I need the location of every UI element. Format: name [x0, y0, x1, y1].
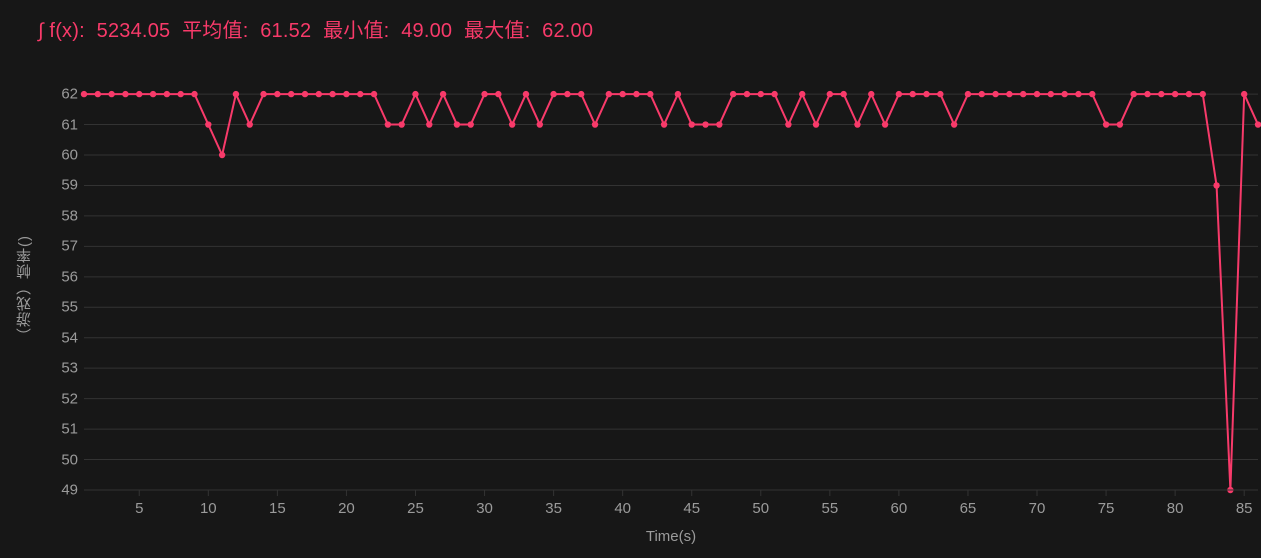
frame-rate-chart — [0, 0, 1261, 558]
